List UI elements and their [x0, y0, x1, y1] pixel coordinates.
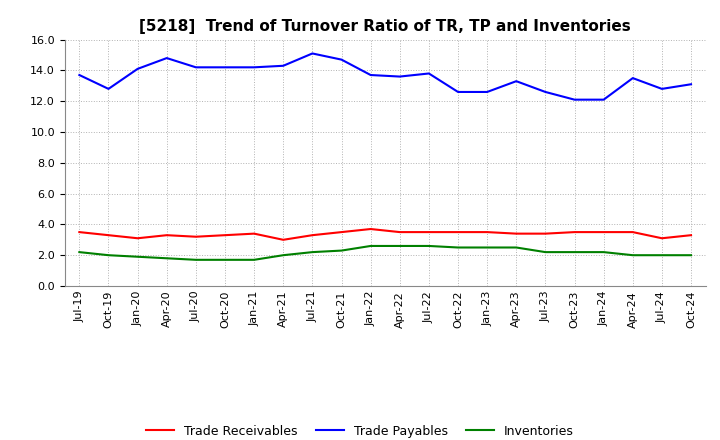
Inventories	[220, 257, 229, 262]
Trade Receivables	[337, 230, 346, 235]
Inventories	[75, 249, 84, 255]
Trade Payables	[395, 74, 404, 79]
Trade Receivables	[163, 232, 171, 238]
Trade Receivables	[279, 237, 287, 242]
Trade Payables	[687, 81, 696, 87]
Trade Payables	[308, 51, 317, 56]
Trade Payables	[570, 97, 579, 102]
Inventories	[163, 256, 171, 261]
Trade Payables	[541, 89, 550, 95]
Inventories	[104, 253, 113, 258]
Inventories	[250, 257, 258, 262]
Line: Inventories: Inventories	[79, 246, 691, 260]
Inventories	[657, 253, 666, 258]
Trade Receivables	[133, 236, 142, 241]
Trade Receivables	[250, 231, 258, 236]
Title: [5218]  Trend of Turnover Ratio of TR, TP and Inventories: [5218] Trend of Turnover Ratio of TR, TP…	[140, 19, 631, 34]
Trade Receivables	[657, 236, 666, 241]
Inventories	[687, 253, 696, 258]
Trade Payables	[163, 55, 171, 61]
Trade Receivables	[687, 232, 696, 238]
Trade Receivables	[483, 230, 492, 235]
Trade Receivables	[366, 226, 375, 231]
Trade Payables	[279, 63, 287, 68]
Trade Receivables	[75, 230, 84, 235]
Trade Payables	[220, 65, 229, 70]
Trade Payables	[366, 72, 375, 77]
Inventories	[570, 249, 579, 255]
Trade Payables	[483, 89, 492, 95]
Trade Receivables	[192, 234, 200, 239]
Trade Receivables	[395, 230, 404, 235]
Trade Payables	[657, 86, 666, 92]
Trade Payables	[75, 72, 84, 77]
Trade Receivables	[570, 230, 579, 235]
Trade Payables	[629, 75, 637, 81]
Inventories	[454, 245, 462, 250]
Trade Receivables	[541, 231, 550, 236]
Inventories	[133, 254, 142, 259]
Trade Receivables	[425, 230, 433, 235]
Inventories	[279, 253, 287, 258]
Trade Payables	[133, 66, 142, 71]
Line: Trade Receivables: Trade Receivables	[79, 229, 691, 240]
Inventories	[483, 245, 492, 250]
Trade Payables	[454, 89, 462, 95]
Inventories	[337, 248, 346, 253]
Trade Receivables	[308, 232, 317, 238]
Inventories	[308, 249, 317, 255]
Inventories	[366, 243, 375, 249]
Trade Receivables	[512, 231, 521, 236]
Trade Receivables	[454, 230, 462, 235]
Trade Payables	[104, 86, 113, 92]
Inventories	[395, 243, 404, 249]
Legend: Trade Receivables, Trade Payables, Inventories: Trade Receivables, Trade Payables, Inven…	[141, 420, 579, 440]
Trade Payables	[599, 97, 608, 102]
Inventories	[541, 249, 550, 255]
Inventories	[192, 257, 200, 262]
Inventories	[599, 249, 608, 255]
Trade Payables	[337, 57, 346, 62]
Line: Trade Payables: Trade Payables	[79, 53, 691, 99]
Trade Receivables	[220, 232, 229, 238]
Inventories	[629, 253, 637, 258]
Trade Receivables	[629, 230, 637, 235]
Trade Payables	[250, 65, 258, 70]
Trade Receivables	[104, 232, 113, 238]
Trade Receivables	[599, 230, 608, 235]
Inventories	[512, 245, 521, 250]
Trade Payables	[192, 65, 200, 70]
Trade Payables	[512, 78, 521, 84]
Inventories	[425, 243, 433, 249]
Trade Payables	[425, 71, 433, 76]
